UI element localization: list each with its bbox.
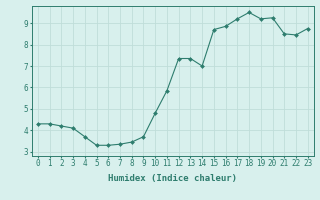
X-axis label: Humidex (Indice chaleur): Humidex (Indice chaleur) xyxy=(108,174,237,183)
